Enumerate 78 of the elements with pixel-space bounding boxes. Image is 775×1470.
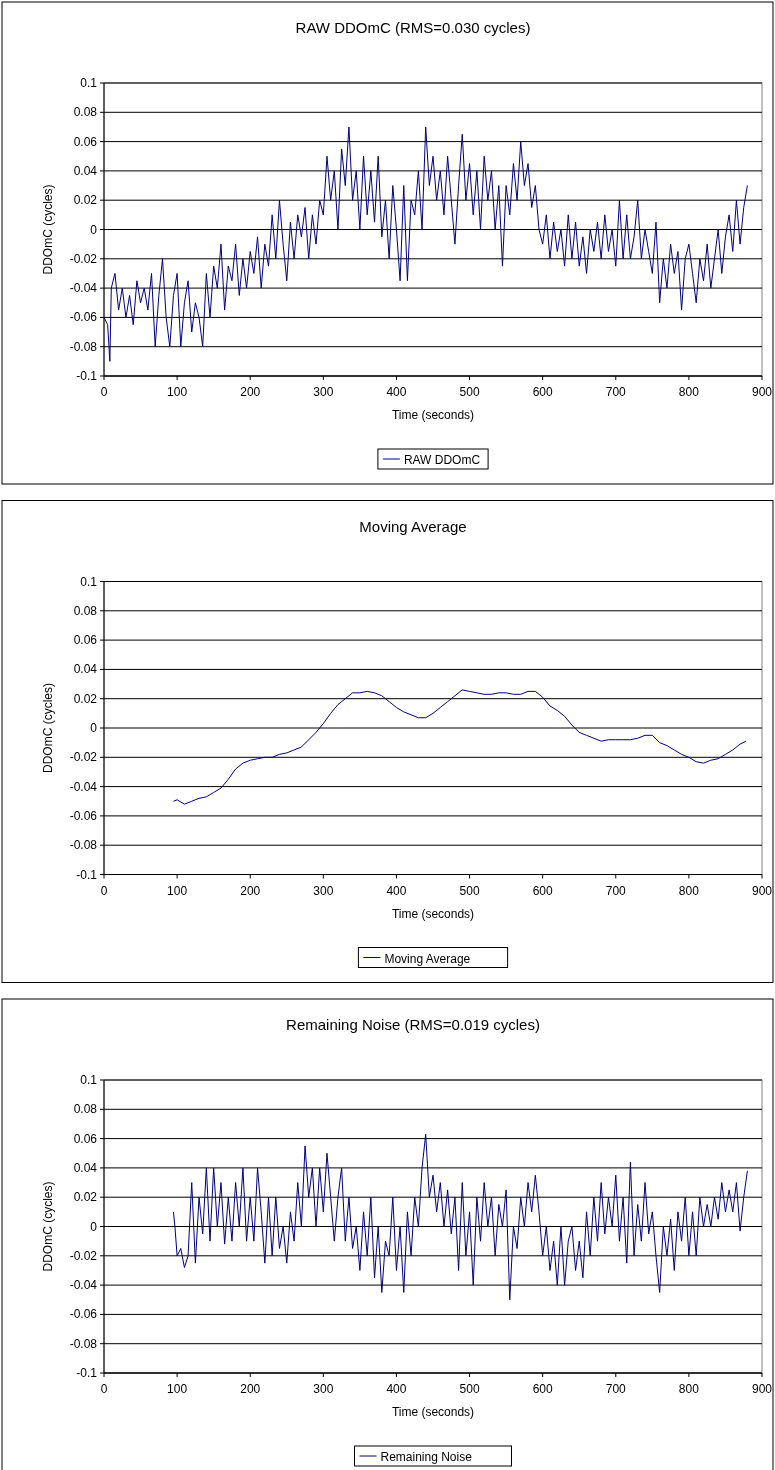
x-tick-label: 300: [313, 1382, 334, 1396]
x-tick-label: 800: [678, 883, 700, 898]
x-tick-label: 0: [100, 385, 108, 399]
x-tick-label: 300: [313, 883, 334, 898]
x-tick-label: 400: [386, 385, 407, 399]
x-tick-label: 800: [678, 1382, 700, 1396]
y-tick-label: 0.02: [73, 193, 98, 208]
x-tick-label: 700: [605, 385, 627, 399]
y-tick-label: 0.1: [80, 76, 98, 90]
y-tick-label: -0.08: [69, 339, 98, 354]
x-tick-label: 600: [532, 883, 553, 898]
y-tick-label: -0.02: [69, 1248, 98, 1263]
y-tick-label: 0.06: [73, 1131, 98, 1146]
y-tick-label: 0.02: [73, 1190, 98, 1205]
x-tick-label: 500: [459, 883, 480, 898]
y-tick-label: 0.08: [73, 603, 98, 618]
legend-label: Moving Average: [384, 951, 471, 966]
line-series: [103, 126, 748, 362]
y-tick-label: 0: [90, 222, 98, 237]
x-axis-title: Time (seconds): [391, 408, 475, 422]
x-tick-label: 900: [751, 883, 773, 898]
y-tick-label: -0.08: [69, 838, 98, 853]
y-tick-label: -0.1: [76, 369, 98, 383]
y-tick-label: -0.06: [69, 808, 98, 823]
y-tick-label: 0.08: [73, 1102, 98, 1117]
x-tick-label: 200: [240, 1382, 261, 1396]
x-tick-label: 700: [605, 883, 627, 898]
legend-label: Remaining Noise: [380, 1450, 473, 1464]
x-axis-title: Time (seconds): [391, 906, 475, 921]
y-tick-label: 0.1: [80, 574, 98, 589]
x-tick-label: 100: [167, 1382, 188, 1396]
chart-title: Remaining Noise (RMS=0.019 cycles): [286, 1016, 540, 1033]
line-series: [172, 1133, 748, 1301]
y-tick-label: 0: [90, 1219, 98, 1234]
x-tick-label: 900: [751, 1382, 773, 1396]
y-tick-label: 0.06: [73, 633, 98, 648]
y-tick-label: 0: [90, 721, 98, 735]
y-tick-label: -0.06: [69, 1307, 98, 1322]
y-axis-title: DDOmC (cycles): [41, 683, 55, 773]
y-tick-label: 0.08: [73, 105, 98, 120]
x-tick-label: 500: [459, 385, 480, 399]
chart-title: Moving Average: [359, 517, 467, 535]
y-tick-label: 0.04: [73, 163, 98, 178]
x-tick-label: 0: [100, 883, 108, 898]
x-tick-label: 400: [386, 1382, 407, 1396]
y-tick-label: 0.02: [73, 691, 98, 706]
x-tick-label: 800: [678, 385, 700, 399]
x-tick-label: 0: [100, 1382, 108, 1396]
x-tick-label: 700: [605, 1382, 627, 1396]
y-tick-label: 0.06: [73, 134, 98, 149]
y-tick-label: -0.08: [69, 1336, 98, 1351]
legend-label: RAW DDOmC: [403, 453, 481, 467]
y-axis-title: DDOmC (cycles): [41, 184, 55, 275]
line-series: [172, 689, 747, 805]
chart-title: RAW DDOmC (RMS=0.030 cycles): [295, 19, 531, 36]
x-tick-label: 100: [167, 385, 188, 399]
x-tick-label: 200: [240, 385, 261, 399]
y-axis-title: DDOmC (cycles): [41, 1181, 55, 1272]
x-tick-label: 200: [240, 883, 261, 898]
y-tick-label: 0.1: [80, 1073, 98, 1087]
y-tick-label: 0.04: [73, 662, 98, 677]
x-axis-title: Time (seconds): [391, 1405, 475, 1419]
x-tick-label: 900: [751, 385, 773, 399]
y-tick-label: -0.04: [69, 1278, 98, 1293]
y-tick-label: -0.06: [69, 310, 98, 325]
y-tick-label: -0.02: [69, 251, 98, 266]
x-tick-label: 600: [532, 1382, 553, 1396]
y-tick-label: -0.04: [69, 779, 98, 794]
x-tick-label: 300: [313, 385, 334, 399]
y-tick-label: -0.02: [69, 750, 98, 765]
x-tick-label: 400: [386, 883, 407, 898]
y-tick-label: -0.04: [69, 281, 98, 296]
y-tick-label: 0.04: [73, 1160, 98, 1175]
x-tick-label: 100: [167, 883, 188, 898]
x-tick-label: 600: [532, 385, 553, 399]
y-tick-label: -0.1: [76, 1366, 98, 1380]
x-tick-label: 500: [459, 1382, 480, 1396]
y-tick-label: -0.1: [76, 867, 98, 882]
